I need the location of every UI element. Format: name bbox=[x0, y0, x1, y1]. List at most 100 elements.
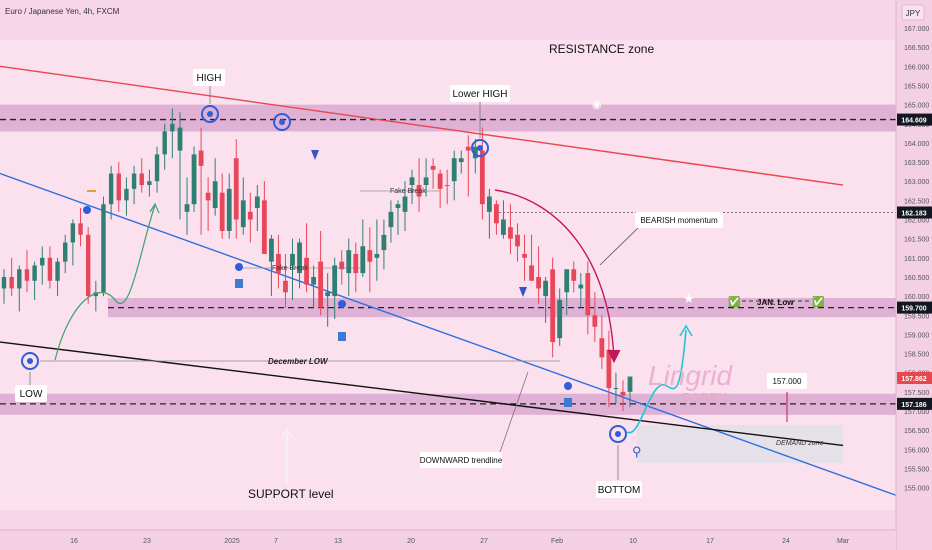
price-label-box-0 bbox=[897, 113, 932, 126]
time-tick-5: 20 bbox=[407, 538, 415, 545]
bearish-momentum-box bbox=[635, 212, 723, 228]
price-axis-ticks: 155.000 155.500 156.000 156.500 157.000 157.5… bbox=[904, 26, 929, 493]
candle-body-15 bbox=[283, 280, 288, 293]
candle-24 bbox=[346, 238, 352, 297]
lead-candle-5 bbox=[40, 246, 45, 285]
candle-60 bbox=[599, 315, 605, 369]
candle-body-41 bbox=[465, 146, 471, 151]
candle-body-7 bbox=[226, 188, 232, 231]
lead-candle-body-2 bbox=[17, 269, 22, 289]
green-projection-curve bbox=[54, 204, 156, 361]
candle-54 bbox=[557, 288, 563, 346]
lead-candle-11 bbox=[85, 227, 91, 304]
candle-body-52 bbox=[543, 280, 549, 297]
lead-candle-13 bbox=[101, 196, 106, 297]
lead-candle-0 bbox=[1, 269, 7, 304]
candle-4 bbox=[205, 177, 211, 231]
bearish-arc bbox=[494, 189, 615, 361]
candle-62 bbox=[613, 372, 619, 404]
high-label-box bbox=[193, 69, 225, 86]
candle-63 bbox=[620, 380, 626, 411]
price-tick-23: 166.500 bbox=[904, 45, 929, 52]
time-tick-10: 24 bbox=[782, 538, 790, 545]
demand-zone-label: DEMAND zone bbox=[776, 440, 824, 447]
candle-body-21 bbox=[325, 292, 331, 297]
lead-candle-21 bbox=[162, 123, 167, 170]
price-label-0: 164.609 bbox=[901, 118, 926, 125]
candle-0 bbox=[177, 112, 183, 220]
price-tick-0: 155.000 bbox=[904, 486, 929, 493]
price-label-4: 157.186 bbox=[901, 402, 926, 409]
jan-low-check-left: ✅ bbox=[728, 295, 740, 308]
bearish-label-pointer bbox=[599, 225, 641, 266]
green-arrow-head bbox=[149, 202, 160, 214]
candle-49 bbox=[522, 234, 527, 281]
candles-layer bbox=[1, 108, 633, 411]
candle-body-40 bbox=[458, 158, 464, 163]
candle-body-33 bbox=[409, 177, 415, 186]
lead-candle-14 bbox=[108, 165, 114, 220]
bearish-momentum-label: BEARISH momentum bbox=[640, 216, 718, 225]
cyan-projection-path bbox=[626, 329, 687, 434]
candle-15 bbox=[283, 253, 288, 308]
candle-body-29 bbox=[381, 234, 387, 251]
price-tick-20: 165.000 bbox=[904, 103, 929, 110]
candle-13 bbox=[269, 234, 274, 297]
lead-candle-16 bbox=[124, 177, 129, 216]
jan-low-label: JAN. Low bbox=[757, 298, 794, 307]
lead-candle-body-18 bbox=[139, 173, 144, 186]
demand-zone-box bbox=[637, 425, 843, 463]
candle-9 bbox=[240, 177, 246, 235]
lead-candle-1 bbox=[9, 257, 14, 297]
candle-body-36 bbox=[430, 165, 436, 170]
candle-2 bbox=[191, 146, 197, 212]
candle-body-51 bbox=[536, 276, 541, 289]
candle-body-37 bbox=[437, 173, 443, 189]
candle-body-53 bbox=[550, 269, 556, 343]
lead-candle-7 bbox=[55, 257, 60, 297]
candle-body-28 bbox=[374, 253, 380, 258]
candle-47 bbox=[508, 204, 513, 254]
candle-57 bbox=[578, 273, 584, 308]
magnifier-icon: ⚲ bbox=[632, 444, 642, 459]
candle-body-35 bbox=[423, 177, 429, 186]
time-tick-1: 23 bbox=[143, 538, 151, 545]
candle-30 bbox=[388, 200, 394, 243]
candle-37 bbox=[437, 169, 443, 209]
candle-8 bbox=[233, 139, 239, 239]
candle-body-27 bbox=[367, 250, 373, 262]
candle-body-5 bbox=[212, 181, 218, 209]
time-tick-6: 27 bbox=[480, 538, 488, 545]
candle-33 bbox=[409, 169, 415, 205]
candle-body-26 bbox=[360, 246, 366, 274]
candle-5 bbox=[212, 158, 218, 216]
time-tick-3: 7 bbox=[274, 538, 278, 545]
price-tick-15: 162.500 bbox=[904, 198, 929, 205]
candle-56 bbox=[571, 261, 577, 293]
lead-candle-body-15 bbox=[116, 173, 121, 201]
pivot-circles bbox=[21, 105, 627, 443]
candle-body-60 bbox=[599, 338, 605, 358]
cyan-arrow-head bbox=[679, 324, 693, 337]
price-tick-16: 163.000 bbox=[904, 179, 929, 186]
candle-body-39 bbox=[451, 158, 457, 182]
trendline-0 bbox=[0, 65, 844, 186]
price-tick-10: 160.000 bbox=[904, 294, 929, 301]
price-tick-24: 167.000 bbox=[904, 26, 929, 33]
bottom-label-box bbox=[596, 481, 642, 498]
lead-candle-body-14 bbox=[108, 173, 114, 205]
candle-body-48 bbox=[515, 234, 520, 247]
lead-candle-body-22 bbox=[170, 123, 175, 132]
candle-body-25 bbox=[353, 253, 359, 274]
candle-1 bbox=[184, 177, 190, 235]
downward-trendline-pointer bbox=[499, 371, 529, 453]
lead-candle-15 bbox=[116, 162, 121, 212]
candle-64 bbox=[627, 376, 633, 408]
candle-10 bbox=[247, 192, 253, 243]
candle-body-9 bbox=[240, 200, 246, 228]
price-tick-22: 166.000 bbox=[904, 64, 929, 71]
candle-59 bbox=[592, 292, 598, 343]
price-tick-4: 157.000 bbox=[904, 409, 929, 416]
lead-candle-12 bbox=[93, 280, 99, 312]
